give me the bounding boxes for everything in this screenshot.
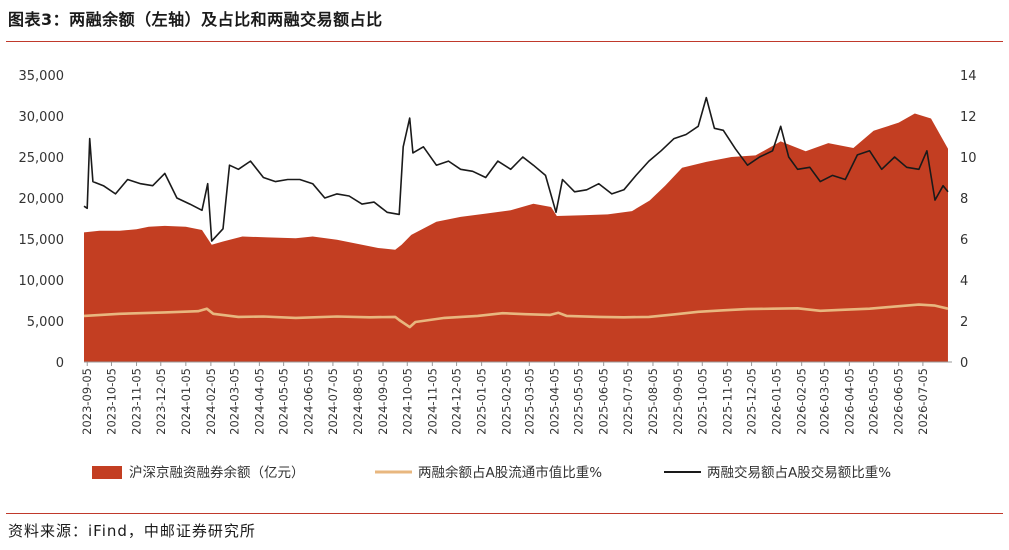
x-tick-label: 2025-06-05 <box>597 368 611 435</box>
y-left-tick-label: 35,000 <box>19 69 65 84</box>
top-divider <box>6 41 1003 42</box>
source-note: 资料来源：iFind，中邮证券研究所 <box>8 522 256 540</box>
x-tick-label: 2026-06-05 <box>892 368 906 435</box>
x-tick-label: 2025-08-05 <box>646 368 660 435</box>
x-tick-label: 2025-09-05 <box>671 368 685 435</box>
x-tick-label: 2024-05-05 <box>277 368 291 435</box>
x-tick-label: 2024-12-05 <box>450 368 464 435</box>
x-tick-label: 2024-08-05 <box>351 368 365 435</box>
series-turnover-ratio-line <box>83 96 949 242</box>
series-margin-balance-area <box>84 113 948 362</box>
legend: 沪深京融资融券余额（亿元） 两融余额占A股流通市值比重% 两融交易额占A股交易额… <box>92 464 891 481</box>
legend-swatch-area <box>92 466 122 479</box>
y-right-tick-label: 2 <box>960 315 968 330</box>
y-right-tick-label: 10 <box>960 151 977 166</box>
x-tick-label: 2026-07-05 <box>916 368 930 435</box>
chart-title: 图表3：两融余额（左轴）及占比和两融交易额占比 <box>8 10 383 29</box>
x-tick-label: 2024-07-05 <box>326 368 340 435</box>
x-tick-label: 2025-05-05 <box>572 368 586 435</box>
x-tick-label: 2024-11-05 <box>425 368 439 435</box>
x-tick-label: 2024-04-05 <box>252 368 266 435</box>
x-tick-label: 2026-05-05 <box>867 368 881 435</box>
x-tick-label: 2024-10-05 <box>400 368 414 435</box>
x-tick-label: 2026-04-05 <box>842 368 856 435</box>
legend-label-turnover: 两融交易额占A股交易额比重% <box>707 464 891 481</box>
chart-svg: 0 5,000 10,000 15,000 20,000 25,000 30,000 35,0… <box>19 69 977 481</box>
series-balance-ratio-line <box>83 303 949 329</box>
x-tick-label: 2024-03-05 <box>227 368 241 435</box>
x-tick-label: 2025-01-05 <box>475 368 489 435</box>
x-tick-label: 2026-01-05 <box>770 368 784 435</box>
bottom-divider <box>6 513 1003 514</box>
y-left-tick-label: 20,000 <box>19 192 65 207</box>
y-left-tick-label: 25,000 <box>19 151 65 166</box>
x-tick-label: 2025-03-05 <box>522 368 536 435</box>
y-left-tick-label: 10,000 <box>19 274 65 289</box>
legend-label-area: 沪深京融资融券余额（亿元） <box>129 464 305 481</box>
y-left-tick-label: 15,000 <box>19 233 65 248</box>
y-right-tick-label: 14 <box>960 69 977 84</box>
y-right-tick-label: 8 <box>960 192 968 207</box>
x-tick-label: 2025-11-05 <box>720 368 734 435</box>
y-right-tick-label: 12 <box>960 110 977 125</box>
y-left-axis: 0 5,000 10,000 15,000 20,000 25,000 30,000 35,0… <box>19 69 65 371</box>
x-tick-label: 2026-03-05 <box>817 368 831 435</box>
x-tick-label: 2023-12-05 <box>154 368 168 435</box>
y-right-axis: 0 2 4 6 8 10 12 14 <box>960 69 977 371</box>
x-tick-label: 2024-09-05 <box>376 368 390 435</box>
x-tick-label: 2025-02-05 <box>500 368 514 435</box>
x-tick-label: 2026-02-05 <box>795 368 809 435</box>
x-tick-label: 2024-01-05 <box>179 368 193 435</box>
y-right-tick-label: 4 <box>960 274 968 289</box>
y-left-tick-label: 0 <box>56 356 64 371</box>
x-tick-label: 2025-12-05 <box>745 368 759 435</box>
x-tick-label: 2023-11-05 <box>130 368 144 435</box>
y-right-tick-label: 6 <box>960 233 968 248</box>
x-tick-label: 2024-02-05 <box>204 368 218 435</box>
x-tick-label: 2023-10-05 <box>104 368 118 435</box>
y-left-tick-label: 5,000 <box>27 315 64 330</box>
y-left-tick-label: 30,000 <box>19 110 65 125</box>
x-tick-label: 2025-07-05 <box>621 368 635 435</box>
x-tick-label: 2025-04-05 <box>547 368 561 435</box>
x-axis: 2023-09-05 2023-10-05 2023-11-05 2023-12-05… <box>80 362 930 435</box>
x-tick-label: 2024-06-05 <box>302 368 316 435</box>
x-tick-label: 2023-09-05 <box>80 368 94 435</box>
y-right-tick-label: 0 <box>960 356 968 371</box>
legend-label-ratio: 两融余额占A股流通市值比重% <box>418 464 602 481</box>
x-tick-label: 2025-10-05 <box>695 368 709 435</box>
